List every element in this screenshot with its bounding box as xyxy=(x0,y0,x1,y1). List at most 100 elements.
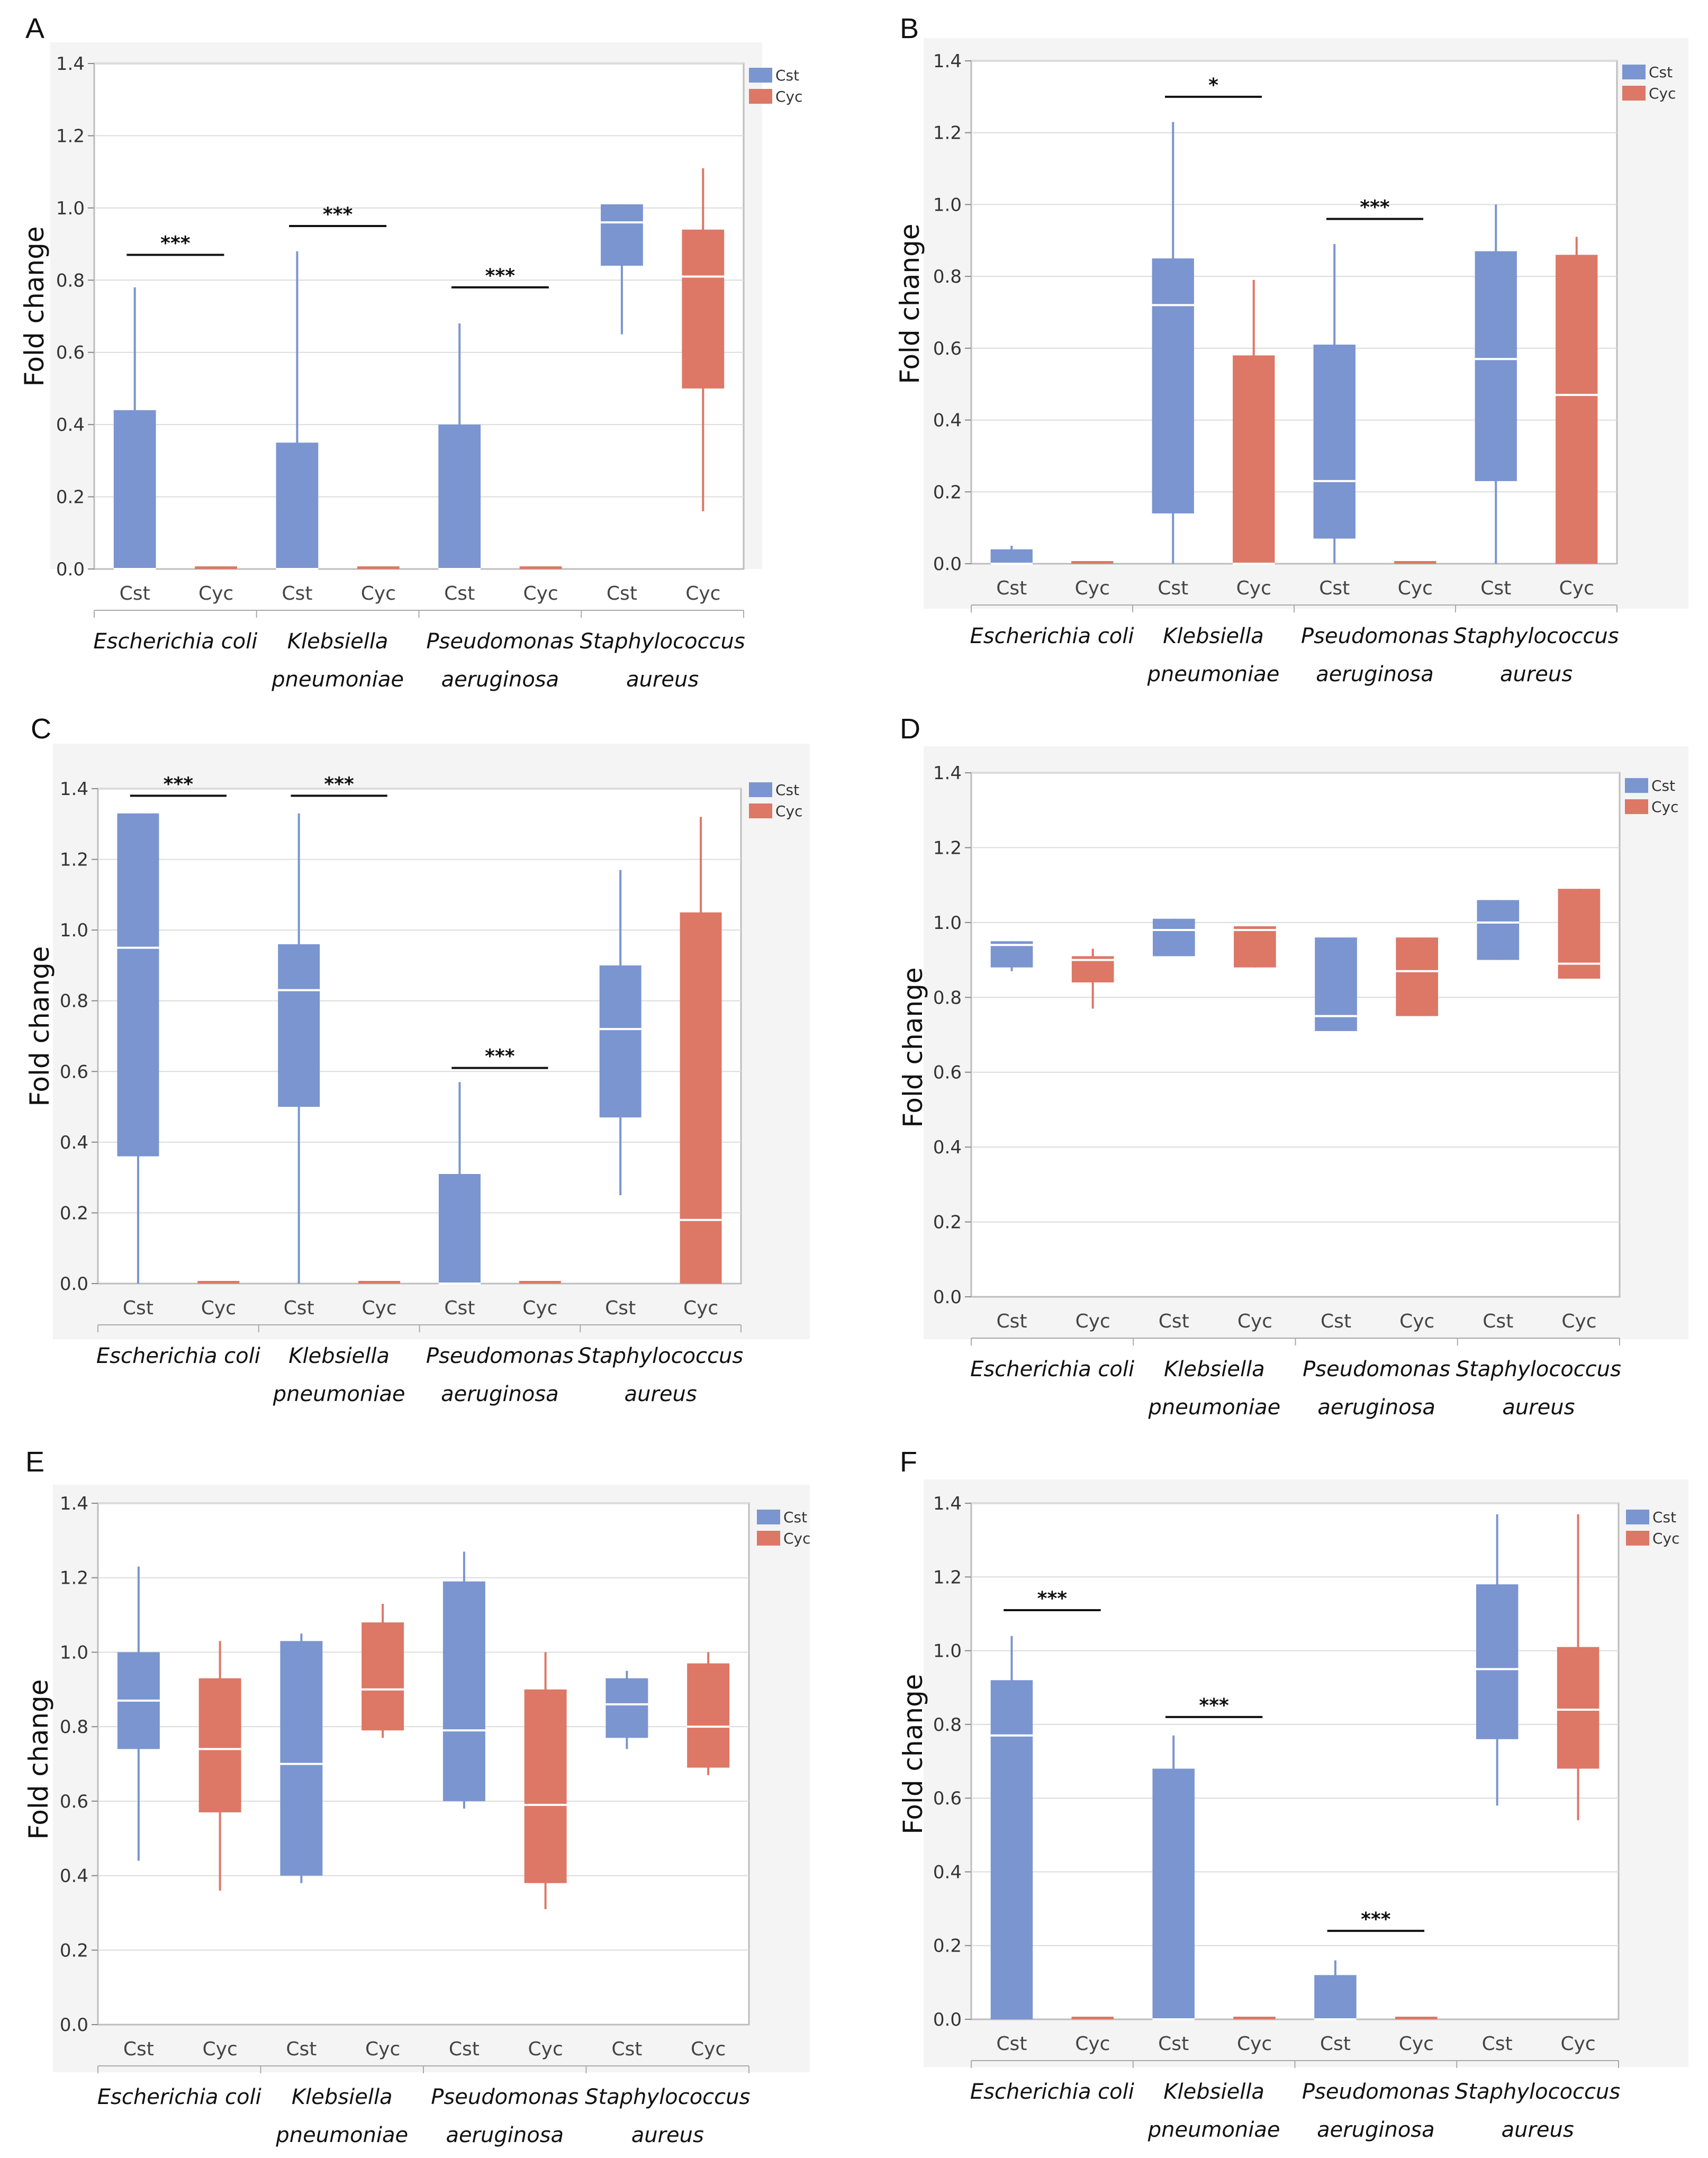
x-category-label: Cst xyxy=(123,1297,153,1319)
legend-label: Cst xyxy=(1652,1509,1676,1526)
box-cst xyxy=(1314,1960,1357,2020)
legend-label: Cst xyxy=(775,781,799,799)
panel-letter: D xyxy=(900,713,920,745)
significance-label: *** xyxy=(323,204,353,225)
box-cyc xyxy=(687,1652,730,1775)
y-tick-label: 1.0 xyxy=(933,1641,962,1662)
box-cyc xyxy=(1071,2017,1114,2019)
group-label: pneumoniae xyxy=(1147,662,1280,687)
box-iqr xyxy=(357,566,400,569)
group-label: Staphylococcus xyxy=(578,1344,743,1368)
box-iqr xyxy=(1233,355,1275,564)
box-cyc xyxy=(195,566,237,569)
x-category-label: Cyc xyxy=(1398,577,1433,599)
y-axis-label: Fold change xyxy=(23,1679,54,1839)
x-category-label: Cyc xyxy=(198,583,233,604)
x-category-label: Cyc xyxy=(685,583,720,604)
y-tick-label: 0.0 xyxy=(933,554,962,575)
x-category-label: Cst xyxy=(607,583,637,604)
box-iqr xyxy=(1233,2017,1276,2019)
box-cyc xyxy=(1557,1514,1599,1820)
y-tick-label: 0.0 xyxy=(933,2009,962,2030)
legend-label: Cst xyxy=(1649,64,1673,81)
y-tick-label: 0.8 xyxy=(933,266,962,287)
group-label: aureus xyxy=(626,667,699,692)
legend-swatch-cyc xyxy=(1625,799,1648,814)
box-cst xyxy=(990,941,1033,971)
y-tick-label: 0.8 xyxy=(933,987,962,1008)
box-iqr xyxy=(682,229,725,389)
box-iqr xyxy=(1071,561,1114,564)
panel-letter: E xyxy=(25,1446,44,1478)
x-category-label: Cst xyxy=(996,2033,1027,2055)
y-tick-label: 0.6 xyxy=(933,338,962,359)
y-tick-label: 0.6 xyxy=(60,1061,88,1082)
significance-label: *** xyxy=(1037,1588,1068,1610)
box-iqr xyxy=(1234,926,1276,968)
x-category-label: Cst xyxy=(1480,577,1511,599)
x-category-label: Cyc xyxy=(1237,1311,1272,1332)
y-tick-label: 0.8 xyxy=(60,1717,88,1738)
x-category-label: Cyc xyxy=(683,1297,718,1319)
x-category-label: Cyc xyxy=(528,2038,563,2060)
group-label: aeruginosa xyxy=(1316,662,1434,687)
legend-swatch-cyc xyxy=(749,803,772,818)
box-cst xyxy=(1152,122,1194,564)
legend: Cst Cyc xyxy=(1622,64,1676,102)
x-category-label: Cst xyxy=(1321,1311,1351,1332)
group-label: Staphylococcus xyxy=(1453,624,1619,648)
y-tick-label: 0.2 xyxy=(60,1203,88,1224)
y-tick-label: 0.4 xyxy=(933,1862,962,1883)
y-tick-label: 1.2 xyxy=(60,1568,88,1589)
box-cyc xyxy=(1071,561,1114,564)
box-cyc xyxy=(197,1281,240,1284)
box-iqr xyxy=(280,1641,323,1876)
significance-label: *** xyxy=(1199,1695,1229,1717)
plot-area xyxy=(93,62,745,570)
legend: Cst Cyc xyxy=(1626,1509,1680,1547)
y-tick-label: 1.2 xyxy=(933,1567,962,1588)
box-iqr xyxy=(442,1581,485,1801)
box-iqr xyxy=(1152,1768,1195,2019)
y-tick-label: 0.4 xyxy=(933,410,962,431)
x-category-label: Cst xyxy=(605,1297,636,1319)
box-iqr xyxy=(1556,255,1598,564)
box-iqr xyxy=(599,965,641,1118)
group-label: Escherichia coli xyxy=(93,629,257,654)
y-tick-label: 0.6 xyxy=(56,342,85,364)
group-label: Klebsiella xyxy=(1163,2080,1264,2104)
legend-label: Cyc xyxy=(783,1530,811,1547)
legend-swatch-cyc xyxy=(749,89,772,104)
y-tick-label: 0.4 xyxy=(933,1137,962,1158)
group-label: Pseudomonas xyxy=(426,1344,574,1368)
x-category-label: Cyc xyxy=(1236,577,1271,599)
box-cst xyxy=(113,287,156,570)
box-cst xyxy=(276,251,319,570)
panel-letter: A xyxy=(25,13,44,44)
box-cst xyxy=(606,1671,648,1749)
y-tick-label: 0.0 xyxy=(933,1287,962,1308)
legend-swatch-cst xyxy=(749,68,772,83)
box-iqr xyxy=(197,1281,240,1284)
significance-label: *** xyxy=(485,1046,515,1068)
significance-label: *** xyxy=(160,233,191,255)
box-iqr xyxy=(198,1678,241,1812)
x-category-label: Cyc xyxy=(522,1297,557,1319)
y-tick-label: 1.4 xyxy=(933,51,962,72)
box-iqr xyxy=(1314,1975,1357,2019)
x-category-label: Cst xyxy=(996,577,1027,599)
group-label: Staphylococcus xyxy=(1456,1357,1621,1382)
box-cyc xyxy=(682,168,725,511)
group-label: Klebsiella xyxy=(292,2085,393,2109)
group-label: Staphylococcus xyxy=(585,2085,750,2109)
x-category-label: Cyc xyxy=(1560,2033,1595,2055)
y-tick-label: 0.2 xyxy=(56,487,85,508)
plot-area xyxy=(970,772,1621,1298)
box-cyc xyxy=(1233,2017,1276,2019)
y-tick-label: 0.0 xyxy=(60,2015,88,2036)
y-axis-label: Fold change xyxy=(19,226,50,386)
